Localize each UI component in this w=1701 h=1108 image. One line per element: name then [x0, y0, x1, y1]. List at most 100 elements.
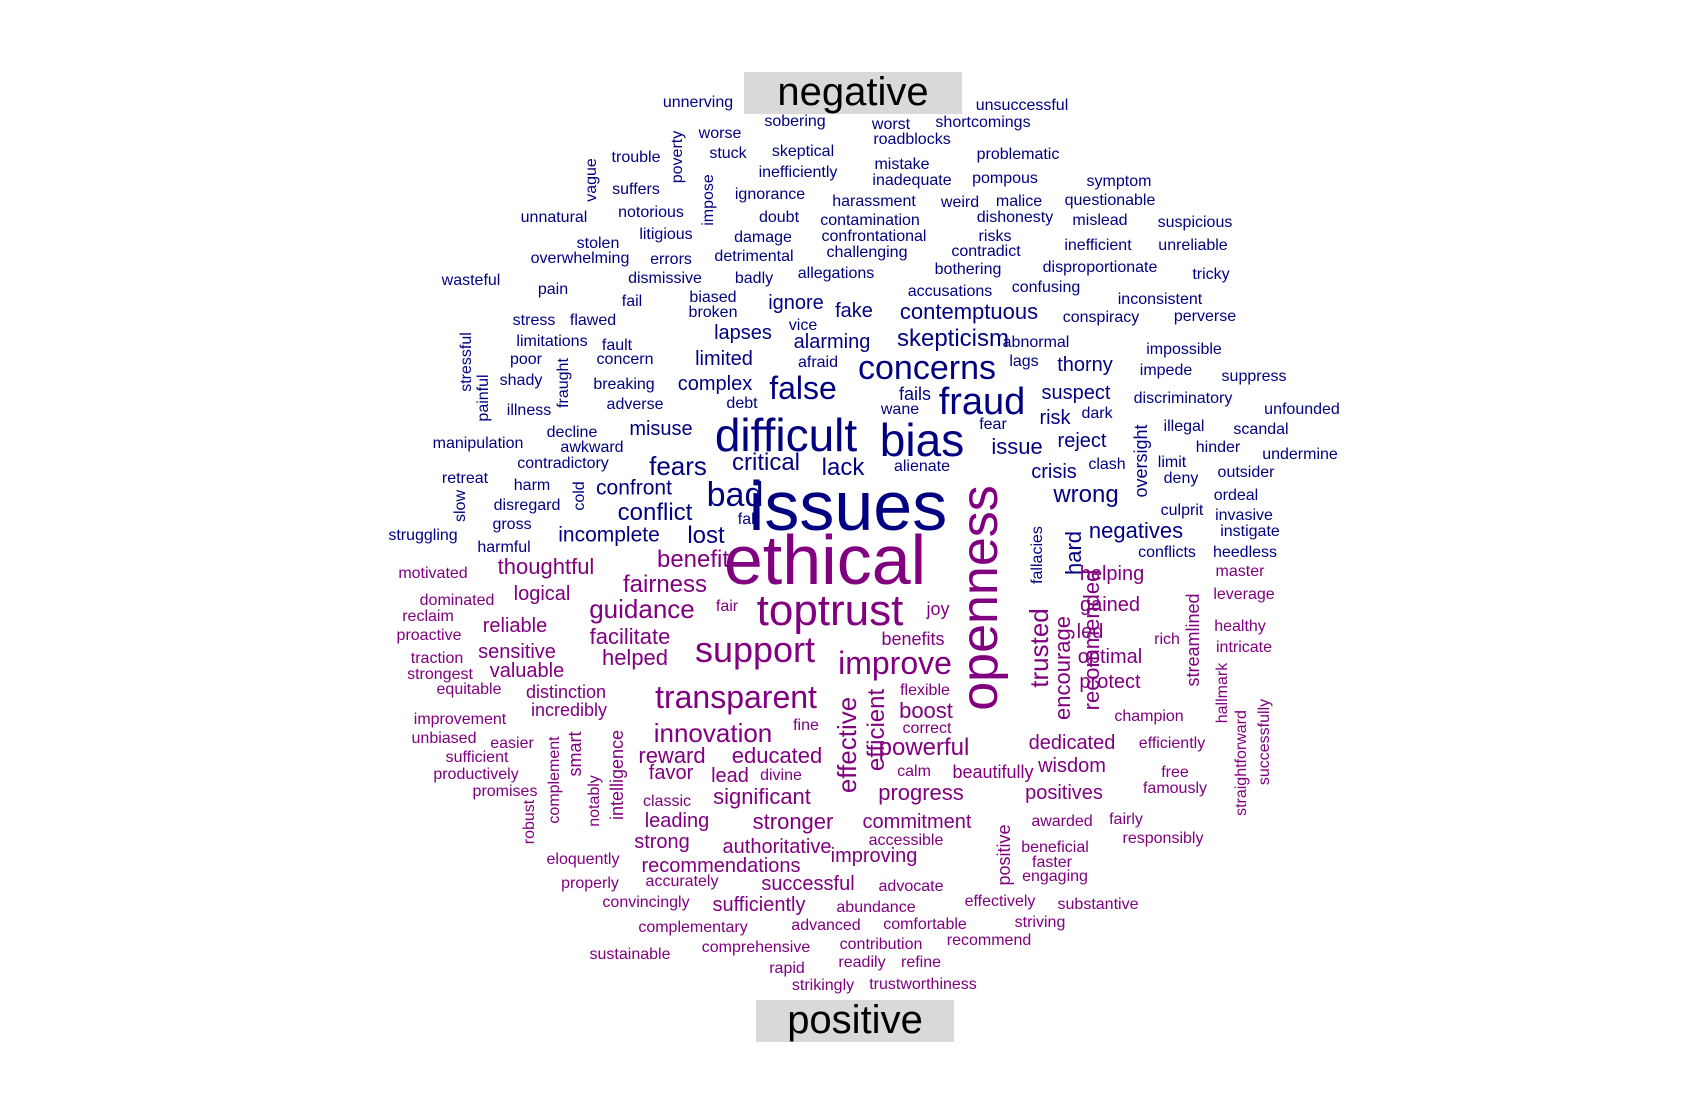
- negative-word-overwhelming: overwhelming: [530, 250, 630, 267]
- negative-word-fears: fears: [649, 451, 707, 481]
- negative-word-difficult: difficult: [714, 409, 858, 461]
- negative-word-ignore: ignore: [768, 292, 824, 314]
- negative-word-limitations: limitations: [516, 333, 588, 350]
- negative-word-bias: bias: [879, 414, 965, 466]
- negative-word-limit: limit: [1157, 454, 1187, 471]
- negative-word-alienate: alienate: [893, 458, 951, 475]
- positive-word-efficiently: efficiently: [1138, 735, 1206, 752]
- positive-word-protect: protect: [1079, 671, 1141, 693]
- positive-word-trustworthiness: trustworthiness: [869, 976, 977, 993]
- positive-word-improvement: improvement: [413, 711, 507, 728]
- negative-word-tricky: tricky: [1192, 266, 1230, 283]
- positive-word-improve: improve: [838, 645, 952, 681]
- positive-word-dominated: dominated: [419, 592, 495, 609]
- positive-word-comprehensive: comprehensive: [701, 939, 811, 956]
- positive-word-calm: calm: [897, 763, 931, 780]
- negative-word-crisis: crisis: [1031, 461, 1077, 483]
- negative-word-inefficiently: inefficiently: [758, 164, 838, 181]
- negative-word-outsider: outsider: [1217, 464, 1275, 481]
- positive-word-healthy: healthy: [1214, 618, 1266, 635]
- negative-word-cold: cold: [571, 481, 588, 511]
- negative-word-concerns: concerns: [858, 349, 996, 387]
- negative-word-unnerving: unnerving: [662, 94, 734, 111]
- positive-word-intricate: intricate: [1215, 639, 1273, 656]
- positive-word-accessible: accessible: [868, 832, 944, 849]
- positive-word-strong: strong: [634, 831, 690, 853]
- negative-word-contemptuous: contemptuous: [899, 299, 1039, 324]
- negative-word-manipulation: manipulation: [432, 435, 524, 452]
- positive-word-optimal: optimal: [1077, 646, 1143, 668]
- negative-word-painful: painful: [475, 374, 492, 422]
- positive-word-divine: divine: [760, 767, 802, 784]
- negative-word-pain: pain: [537, 281, 569, 298]
- positive-word-fairly: fairly: [1109, 811, 1143, 828]
- positive-word-streamlined: streamlined: [1183, 593, 1203, 687]
- negative-word-shady: shady: [499, 372, 543, 389]
- positive-word-leading: leading: [644, 810, 710, 832]
- positive-word-efficient: efficient: [863, 688, 890, 772]
- positive-word-valuable: valuable: [489, 660, 565, 682]
- negative-word-flawed: flawed: [569, 312, 617, 329]
- positive-word-sustainable: sustainable: [589, 946, 671, 963]
- positive-word-thoughtful: thoughtful: [497, 554, 595, 579]
- negative-word-sobering: sobering: [764, 113, 826, 130]
- positive-word-stronger: stronger: [752, 809, 834, 834]
- positive-word-classic: classic: [642, 793, 692, 810]
- positive-word-comfortable: comfortable: [883, 916, 967, 933]
- positive-word-equitable: equitable: [436, 681, 502, 698]
- negative-word-litigious: litigious: [639, 226, 693, 243]
- negative-word-instigate: instigate: [1220, 523, 1280, 540]
- negative-word-worse: worse: [698, 125, 742, 142]
- positive-word-awarded: awarded: [1031, 813, 1093, 830]
- negative-word-fault: fault: [601, 337, 633, 354]
- negative-word-gross: gross: [492, 516, 532, 533]
- positive-word-successful: successful: [761, 873, 855, 895]
- positive-word-promises: promises: [472, 783, 538, 800]
- positive-word-complement: complement: [546, 736, 563, 824]
- negative-word-awkward: awkward: [560, 439, 624, 456]
- positive-word-sufficient: sufficient: [445, 749, 509, 766]
- positive-word-advanced: advanced: [791, 917, 861, 934]
- negative-word-contamination: contamination: [820, 212, 920, 229]
- negative-word-conflict: conflict: [617, 499, 693, 526]
- negative-word-trouble: trouble: [611, 149, 661, 166]
- negative-word-impossible: impossible: [1146, 341, 1222, 358]
- positive-word-substantive: substantive: [1057, 896, 1139, 913]
- negative-word-scandal: scandal: [1233, 421, 1289, 438]
- negative-word-fear: fear: [979, 416, 1007, 433]
- positive-word-improving: improving: [830, 845, 918, 867]
- negative-word-afraid: afraid: [797, 354, 839, 371]
- negative-word-pompous: pompous: [972, 170, 1038, 187]
- negative-word-false: false: [769, 370, 837, 406]
- positive-word-commitment: commitment: [862, 811, 972, 833]
- positive-word-sufficiently: sufficiently: [712, 894, 806, 916]
- positive-word-strongest: strongest: [407, 666, 473, 683]
- negative-word-confront: confront: [596, 476, 672, 500]
- negative-word-issues: issues: [748, 467, 948, 545]
- negative-word-alarming: alarming: [793, 331, 871, 353]
- positive-word-strikingly: strikingly: [791, 977, 855, 994]
- negative-word-suspect: suspect: [1041, 382, 1111, 404]
- positive-word-reward: reward: [638, 743, 706, 768]
- negative-word-inefficient: inefficient: [1064, 237, 1132, 254]
- negative-word-harmful: harmful: [477, 539, 531, 556]
- positive-word-ethical: ethical: [723, 521, 927, 599]
- negative-word-unsuccessful: unsuccessful: [975, 97, 1069, 114]
- positive-word-smart: smart: [565, 731, 585, 777]
- negative-word-fraud: fraud: [938, 381, 1026, 423]
- positive-word-notably: notably: [586, 775, 603, 827]
- positive-word-contribution: contribution: [839, 936, 923, 953]
- negative-word-unfounded: unfounded: [1264, 401, 1340, 418]
- negative-word-lack: lack: [821, 454, 865, 481]
- negative-word-conspiracy: conspiracy: [1062, 309, 1140, 326]
- positive-word-master: master: [1215, 563, 1265, 580]
- negative-word-inadequate: inadequate: [872, 172, 952, 189]
- negative-word-critical: critical: [731, 449, 801, 476]
- positive-word-easier: easier: [490, 735, 534, 752]
- negative-word-skepticism: skepticism: [896, 325, 1010, 352]
- negative-word-confusing: confusing: [1011, 279, 1081, 296]
- negative-word-skeptical: skeptical: [771, 143, 835, 160]
- positive-word-powerful: powerful: [878, 734, 970, 761]
- negative-word-broken: broken: [688, 304, 738, 321]
- positive-word-helping: helping: [1079, 563, 1145, 585]
